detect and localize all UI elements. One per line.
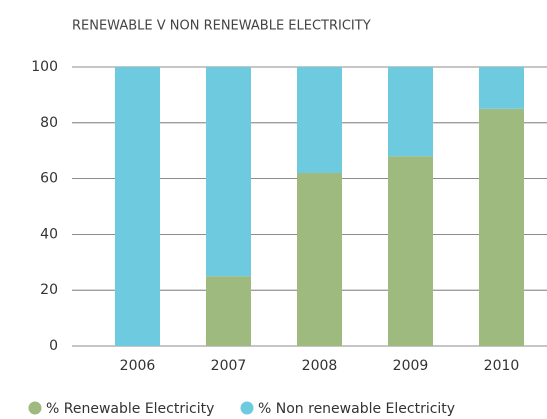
legend-label: % Renewable Electricity	[46, 401, 214, 417]
chart-title: RENEWABLE V NON RENEWABLE ELECTRICITY	[72, 19, 371, 34]
y-tick-label: 0	[49, 338, 58, 354]
bar-segment	[388, 156, 433, 346]
legend-swatch	[240, 401, 254, 415]
bar-segment	[206, 276, 251, 346]
x-tick-label: 2008	[302, 358, 338, 374]
x-tick-label: 2007	[211, 358, 247, 374]
x-tick-label: 2009	[393, 358, 429, 374]
x-tick-label: 2010	[484, 358, 520, 374]
bar-segment	[297, 173, 342, 346]
y-tick-label: 40	[40, 226, 58, 242]
bar-segment	[479, 67, 524, 109]
y-tick-label: 60	[40, 171, 58, 187]
legend-label: % Non renewable Electricity	[258, 401, 455, 417]
y-tick-label: 100	[31, 59, 58, 75]
bar-segment	[388, 67, 433, 157]
y-tick-label: 80	[40, 115, 58, 131]
bar-segment	[115, 67, 160, 346]
legend-swatch	[28, 401, 42, 415]
y-tick-label: 20	[40, 282, 58, 298]
bar-segment	[206, 67, 251, 277]
bar-segment	[479, 108, 524, 346]
bar-segment	[297, 67, 342, 174]
x-tick-label: 2006	[120, 358, 156, 374]
